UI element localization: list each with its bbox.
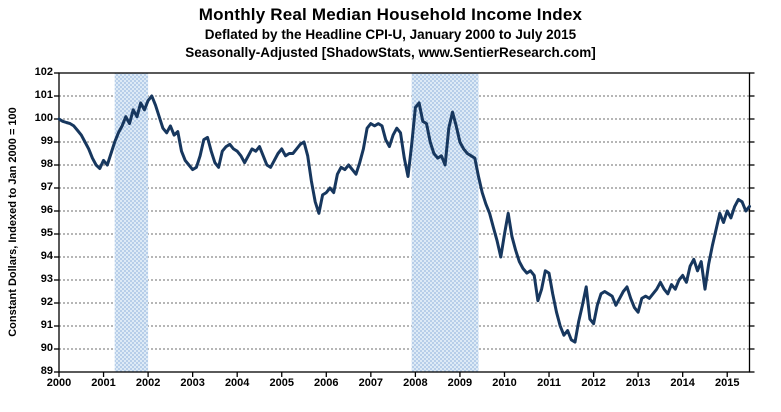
- chart-title: Monthly Real Median Household Income Ind…: [198, 5, 583, 24]
- y-tick-label: 98: [40, 158, 53, 170]
- plot-frame: [58, 72, 751, 373]
- y-tick-label: 90: [40, 342, 53, 354]
- y-tick-label: 102: [34, 66, 53, 78]
- x-tick-label: 2008: [403, 377, 428, 389]
- y-tick-label: 91: [40, 319, 53, 331]
- x-tick-label: 2013: [625, 377, 651, 389]
- x-tick-label: 2006: [314, 377, 339, 389]
- income-index-line: [57, 94, 751, 344]
- y-tick-label: 99: [40, 135, 53, 147]
- x-tick-label: 2012: [581, 377, 606, 389]
- x-tick-label: 2001: [91, 377, 116, 389]
- y-tick-label: 96: [40, 204, 53, 216]
- y-tick-label: 101: [34, 89, 53, 101]
- y-tick-label: 95: [40, 227, 53, 239]
- y-tick-label: 94: [40, 250, 53, 262]
- x-tick-label: 2002: [135, 377, 161, 389]
- chart-subtitle-2: Seasonally-Adjusted [ShadowStats, www.Se…: [185, 45, 596, 60]
- x-tick-label: 2000: [46, 377, 72, 389]
- y-tick-label: 92: [40, 296, 53, 308]
- title-block: Monthly Real Median Household Income Ind…: [0, 4, 781, 62]
- recession-band: [114, 73, 149, 372]
- y-tick-label: 93: [40, 273, 53, 285]
- x-tick-label: 2004: [224, 377, 250, 389]
- x-tick-label: 2015: [714, 377, 740, 389]
- x-tick-label: 2011: [537, 377, 561, 389]
- x-tick-label: 2014: [670, 377, 695, 389]
- y-tick-label: 100: [34, 112, 53, 124]
- y-tick-label: 89: [40, 365, 53, 377]
- x-tick-label: 2007: [358, 377, 384, 389]
- y-tick-label: 97: [40, 181, 53, 193]
- x-tick-label: 2005: [269, 377, 294, 389]
- chart-subtitle-1: Deflated by the Headline CPI-U, January …: [204, 27, 577, 42]
- x-tick-label: 2009: [447, 377, 473, 389]
- x-tick-label: 2010: [492, 377, 517, 389]
- x-tick-label: 2003: [180, 377, 205, 389]
